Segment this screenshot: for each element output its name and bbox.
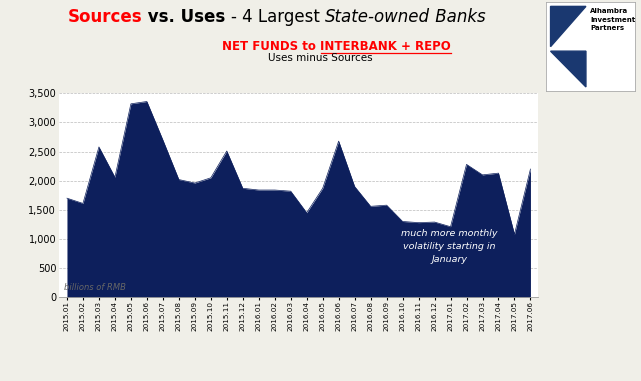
Text: NET FUNDS to: NET FUNDS to — [222, 40, 320, 53]
Polygon shape — [551, 6, 586, 47]
Polygon shape — [551, 51, 586, 87]
Text: Sources: Sources — [67, 8, 142, 26]
Text: - 4 Largest: - 4 Largest — [231, 8, 325, 26]
Text: much more monthly
volatility starting in
January: much more monthly volatility starting in… — [401, 229, 498, 264]
Text: INTERBANK + REPO: INTERBANK + REPO — [320, 40, 451, 53]
Text: Alhambra
Investment
Partners: Alhambra Investment Partners — [590, 8, 636, 31]
Text: Uses minus Sources: Uses minus Sources — [268, 53, 373, 63]
Text: Banks: Banks — [430, 8, 486, 26]
Text: vs. Uses: vs. Uses — [142, 8, 231, 26]
Text: billions of RMB: billions of RMB — [63, 283, 126, 292]
Text: State-owned: State-owned — [325, 8, 430, 26]
